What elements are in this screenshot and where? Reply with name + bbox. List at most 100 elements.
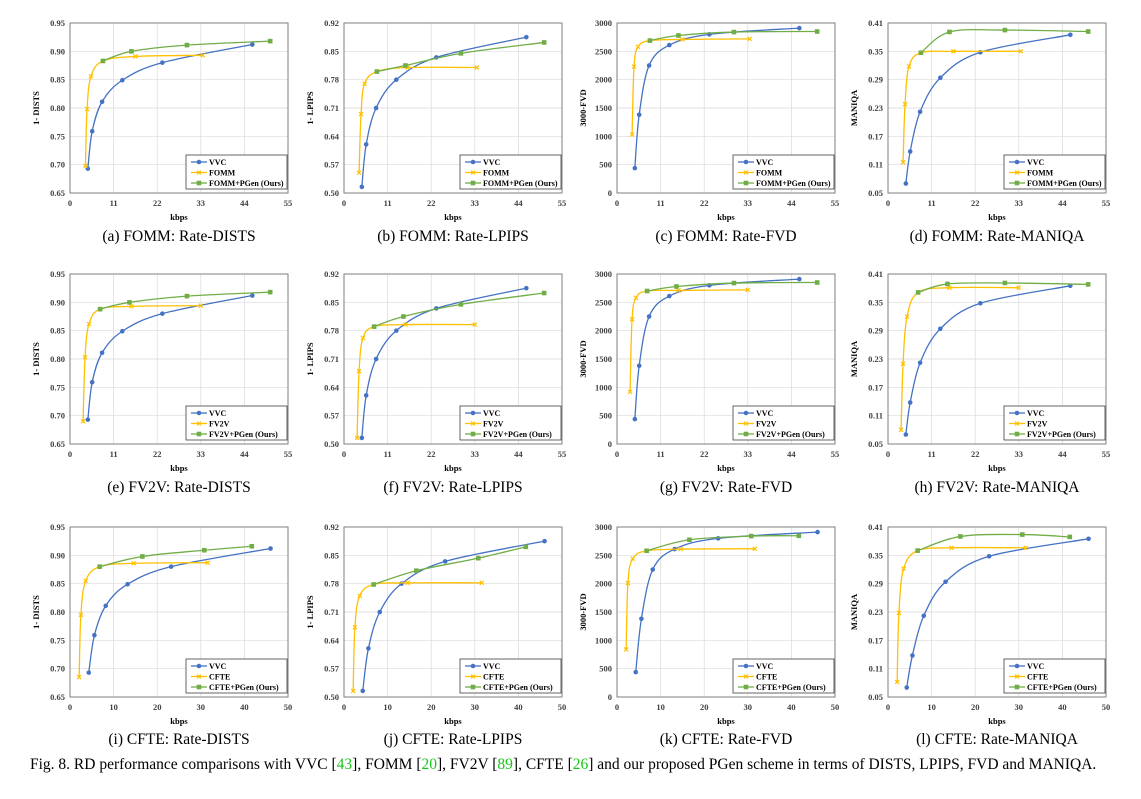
data-point: [80, 418, 86, 424]
x-tick-label: 30: [1015, 702, 1024, 712]
chart-fomm-fvd: 0 11 22 33 44 55 0 500 1000 1500 2000 2500 3000 kbps 3…: [577, 10, 852, 225]
data-point: [633, 669, 639, 675]
data-point: [363, 142, 369, 147]
legend-label: VVC: [756, 662, 774, 671]
data-point: [371, 582, 376, 587]
caption-text: ], FV2V [: [436, 756, 498, 773]
data-point: [399, 581, 404, 586]
data-point: [120, 328, 125, 334]
chart-cfte-dists: 0 10 20 30 40 50 0.65 0.70 0.75 0.80 0.85 0.90 0.95 k…: [30, 514, 305, 729]
y-tick-label: 0.57: [324, 664, 340, 674]
y-tick-label: 500: [599, 160, 612, 170]
y-tick-label: 0.41: [868, 522, 883, 532]
data-point: [633, 295, 639, 301]
legend-label: CFTE: [483, 673, 504, 682]
chart-fv2v-fvd: 0 11 22 33 44 55 0 500 1000 1500 2000 2500 3000 kbps 3…: [577, 261, 852, 476]
y-tick-label: 0.90: [50, 46, 65, 56]
chart-svg: 0 11 22 33 44 55 0 500 1000 1500 2000 2500 3000 kbps 3…: [578, 18, 839, 222]
data-point: [958, 534, 963, 539]
citation-link[interactable]: 26: [572, 756, 589, 773]
y-tick-label: 0.65: [50, 439, 65, 449]
data-point: [84, 106, 90, 112]
x-tick-label: 55: [558, 449, 567, 459]
data-point: [1014, 159, 1020, 165]
data-point: [636, 112, 642, 118]
x-axis-label: kbps: [717, 212, 735, 222]
data-point: [125, 581, 130, 587]
x-tick-label: 33: [1015, 449, 1024, 459]
data-point: [947, 285, 952, 291]
subcaption: (j) CFTE: Rate-LPIPS: [383, 731, 523, 748]
x-axis-label: kbps: [717, 716, 735, 726]
x-tick-label: 30: [471, 702, 480, 712]
x-tick-label: 11: [384, 449, 392, 459]
series-line: [634, 278, 800, 420]
data-point: [745, 287, 751, 293]
data-point: [474, 65, 480, 70]
legend-label: CFTE: [756, 673, 777, 682]
data-point: [901, 566, 907, 571]
data-point: [644, 288, 650, 294]
y-tick-label: 0.92: [324, 18, 339, 28]
data-point: [86, 321, 92, 327]
data-point: [1014, 421, 1020, 426]
y-tick-label: 0.29: [868, 579, 883, 589]
citation-link[interactable]: 89: [497, 756, 513, 773]
x-tick-label: 11: [657, 198, 665, 208]
x-tick-label: 22: [427, 449, 436, 459]
series-vvc: [360, 538, 547, 694]
y-axis-label: 1- LPIPS: [305, 91, 315, 125]
data-point: [373, 356, 379, 362]
y-tick-label: 0.41: [868, 18, 883, 28]
data-point: [470, 410, 476, 416]
y-axis-label: MANIQA: [849, 89, 859, 126]
chart-svg: 0 11 22 33 44 55 0.05 0.11 0.17 0.23 0.29 0.35 0.41 k…: [849, 269, 1110, 473]
legend-label: VVC: [483, 662, 501, 671]
y-tick-label: 0.71: [324, 607, 339, 617]
y-tick-label: 0.95: [50, 18, 65, 28]
y-tick-label: 0.23: [868, 354, 883, 364]
x-tick-label: 0: [342, 702, 346, 712]
legend-label: FOMM: [756, 169, 783, 178]
y-axis-label: 1- DISTS: [31, 91, 41, 125]
y-axis-label: 3000-FVD: [578, 340, 588, 377]
y-tick-label: 0.85: [324, 297, 339, 307]
x-tick-label: 50: [1102, 702, 1111, 712]
citation-link[interactable]: 43: [336, 756, 353, 773]
data-point: [359, 184, 365, 190]
x-tick-label: 55: [1102, 198, 1111, 208]
data-point: [1085, 29, 1091, 34]
data-point: [99, 99, 105, 105]
series-fomm: [900, 48, 1024, 165]
x-tick-label: 44: [514, 198, 523, 208]
data-point: [747, 36, 753, 42]
data-point: [352, 624, 358, 630]
data-point: [815, 529, 820, 535]
y-tick-label: 0.05: [868, 188, 883, 198]
subcaption: (i) CFTE: Rate-DISTS: [108, 731, 250, 748]
data-point: [1002, 280, 1008, 286]
series-cfte-pgen-ours: [915, 532, 1073, 553]
chart-cfte-lpips: 0 10 20 30 40 50 0.50 0.57 0.64 0.71 0.78 0.85 0.92 k…: [304, 514, 579, 729]
citation-link[interactable]: 20: [421, 756, 437, 773]
y-tick-label: 0.70: [50, 411, 65, 421]
series-line: [896, 546, 1026, 682]
caption-text: ] and our proposed PGen scheme in terms …: [588, 756, 1097, 773]
y-tick-label: 0.41: [868, 269, 883, 279]
y-tick-label: 0.85: [50, 326, 65, 336]
y-tick-label: 0.17: [868, 382, 884, 392]
legend-label: CFTE+PGen (Ours): [209, 683, 279, 692]
legend-label: FV2V+PGen (Ours): [1027, 430, 1096, 439]
y-axis-label: 1- DISTS: [31, 342, 41, 376]
series-fv2v: [80, 303, 204, 424]
y-tick-label: 2500: [595, 550, 612, 560]
legend-label: VVC: [1027, 662, 1045, 671]
chart-svg: 0 11 22 33 44 55 0.05 0.11 0.17 0.23 0.29 0.35 0.41 k…: [849, 18, 1111, 222]
x-axis-label: kbps: [170, 212, 188, 222]
data-point: [902, 101, 908, 107]
series-line: [635, 531, 818, 673]
series-vvc: [85, 293, 255, 422]
